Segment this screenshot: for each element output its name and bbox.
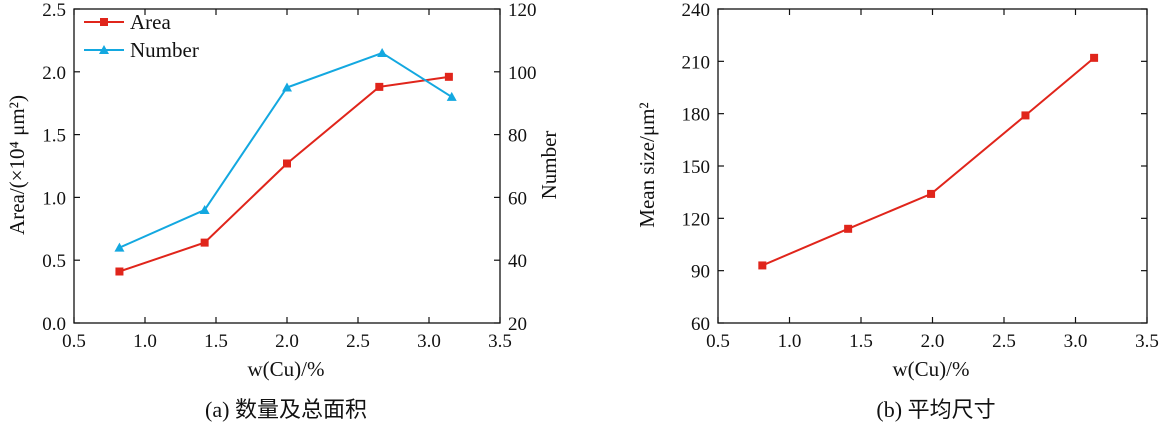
panel-b-x-tick-label: 2.0 xyxy=(921,331,945,352)
panel-a-number-point xyxy=(199,204,210,214)
panel-b-y-tick-label: 240 xyxy=(682,0,711,21)
panel-a-y2-tick-label: 80 xyxy=(508,126,527,147)
panel-b-y-tick-label: 180 xyxy=(682,105,711,126)
panel-b-caption: (b) 平均尺寸 xyxy=(876,397,995,422)
panel-b-x-tick-label: 1.0 xyxy=(778,331,802,352)
panel-a-y2label: Number xyxy=(537,131,561,200)
legend-number-label: Number xyxy=(130,38,199,62)
panel-b-mean-size-point xyxy=(758,261,767,270)
panel-a-chart: 0.5 1.0 1.5 2.0 2.5 3.0 3.50.00.51.01.52.02.52… xyxy=(42,0,536,352)
panel-a-y2-tick-label: 120 xyxy=(508,0,537,21)
panel-a-x-tick-label: 0.5 xyxy=(62,331,86,352)
panel-a-x-tick-label: 3.5 xyxy=(488,331,512,352)
legend-area-marker xyxy=(100,18,108,26)
panel-b-mean-size-line xyxy=(761,57,1095,267)
panel-b-mean-size-point xyxy=(927,189,936,198)
panel-a-number-point xyxy=(282,82,292,92)
panel-a-area-point xyxy=(283,159,291,168)
panel-a-xlabel: w(Cu)/% xyxy=(248,357,325,381)
legend-number-marker xyxy=(99,45,109,54)
panel-b-mean-size-point xyxy=(1090,53,1099,62)
panel-a-area-point xyxy=(115,267,124,276)
panel-a-number-point xyxy=(114,242,125,252)
panel-b-mean-size-point xyxy=(1021,111,1030,120)
panel-a-area-point xyxy=(444,72,453,81)
panel-b-y-tick-label: 60 xyxy=(691,314,710,335)
panel-b-x-tick-label: 0.5 xyxy=(706,331,730,352)
panel-a-y-tick-label: 0.5 xyxy=(42,251,66,272)
panel-a-y-tick-label: 2.0 xyxy=(42,63,66,84)
panel-a-number-point xyxy=(377,47,388,57)
panel-a-area-point xyxy=(200,238,209,247)
legend-area-label: Area xyxy=(130,10,171,34)
panel-b-mean-size-point xyxy=(844,224,853,233)
panel-b-x-tick-label: 2.5 xyxy=(992,331,1016,352)
panel-b-chart: 0.5 1.0 1.5 2.0 2.5 3.0 3.5 60 90 120 150 180 210 240 xyxy=(682,0,1159,352)
panel-a-y2-tick-label: 100 xyxy=(508,63,537,84)
panel-a-legend: Area Number xyxy=(84,10,199,62)
panel-a-x-tick-label: 2.5 xyxy=(346,331,370,352)
panel-a-ylabel: Area/(×10⁴ μm²) xyxy=(5,95,29,235)
panel-b-x-tick-label: 3.0 xyxy=(1064,331,1088,352)
panel-a-y2-tick-label: 40 xyxy=(508,251,527,272)
panel-a-area-point xyxy=(375,82,384,91)
panel-a-y2-tick-label: 20 xyxy=(508,314,527,335)
panel-a-y-tick-label: 0.0 xyxy=(42,314,66,335)
panel-a-x-tick-label: 1.0 xyxy=(133,331,157,352)
panel-b-y-tick-label: 150 xyxy=(682,157,711,178)
panel-a-y2-tick-label: 60 xyxy=(508,188,527,209)
panel-b-plot-frame xyxy=(717,8,1148,324)
panel-a-number-line xyxy=(119,51,453,249)
panel-b-ylabel: Mean size/μm² xyxy=(635,102,659,227)
panel-a-caption: (a) 数量及总面积 xyxy=(205,397,367,422)
panel-a-x-tick-label: 2.0 xyxy=(275,331,299,352)
panel-a-x-tick-label: 1.5 xyxy=(204,331,228,352)
panel-a-y-tick-label: 1.5 xyxy=(42,126,66,147)
panel-b-y-tick-label: 90 xyxy=(691,262,710,283)
panel-a-number-point xyxy=(446,91,457,101)
panel-b-y-tick-label: 210 xyxy=(682,52,711,73)
panel-a-y-tick-label: 2.5 xyxy=(42,0,66,21)
panel-a-x-tick-label: 3.0 xyxy=(417,331,441,352)
panel-a-area-line xyxy=(119,75,450,273)
panel-a-y-tick-label: 1.0 xyxy=(42,188,66,209)
panel-b-xlabel: w(Cu)/% xyxy=(893,357,970,381)
panel-b-x-tick-label: 1.5 xyxy=(849,331,873,352)
panel-b-x-tick-label: 3.5 xyxy=(1135,331,1159,352)
panel-b-y-tick-label: 120 xyxy=(682,209,711,230)
